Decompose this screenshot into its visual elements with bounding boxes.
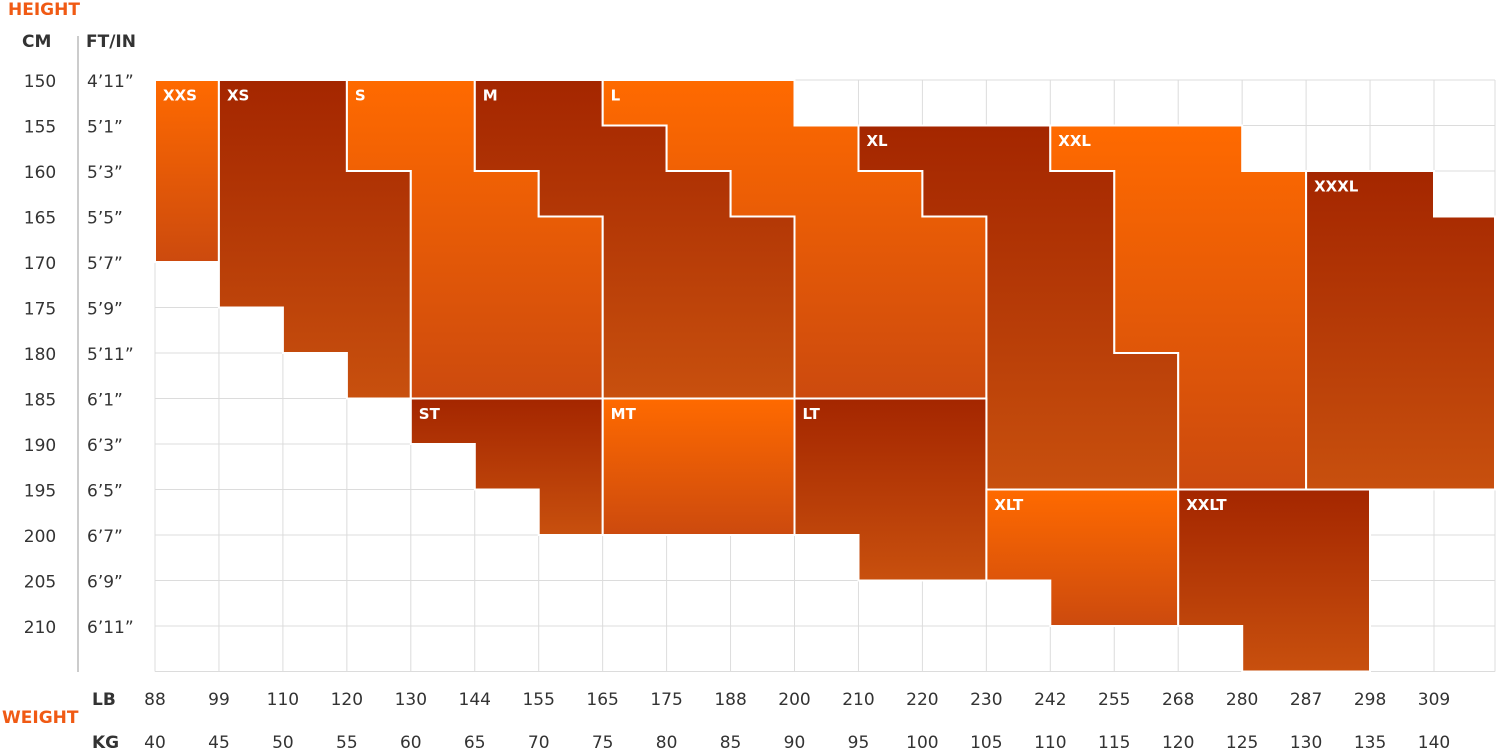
size-label: XLT <box>994 496 1024 514</box>
cm-label: 175 <box>24 300 56 320</box>
lb-label: 210 <box>842 690 874 710</box>
size-regions: XXS XS S M L XL XXL XXXL ST MT LT XLT XXLT <box>154 79 1496 673</box>
cm-label: 155 <box>24 118 56 138</box>
lb-label: 99 <box>208 690 230 710</box>
labels: HEIGHT CM FT/IN WEIGHT LB KG 150 4’11” 155… <box>2 0 1450 753</box>
size-label: L <box>611 87 621 105</box>
kg-label: 105 <box>970 733 1002 753</box>
size-region <box>154 79 220 263</box>
lb-header: LB <box>92 690 116 710</box>
kg-label: 85 <box>720 733 742 753</box>
lb-label: 188 <box>714 690 746 710</box>
cm-label: 160 <box>24 163 56 183</box>
ftin-header: FT/IN <box>86 32 136 52</box>
ftin-label: 4’11” <box>87 72 134 92</box>
size-label: XXLT <box>1186 496 1227 514</box>
cm-label: 150 <box>24 72 56 92</box>
lb-label: 200 <box>778 690 810 710</box>
kg-header: KG <box>92 733 119 753</box>
lb-label: 120 <box>331 690 363 710</box>
lb-label: 309 <box>1418 690 1450 710</box>
ftin-label: 6’3” <box>87 436 123 456</box>
cm-header: CM <box>22 32 51 52</box>
kg-label: 115 <box>1098 733 1130 753</box>
kg-label: 45 <box>208 733 230 753</box>
ftin-label: 6’9” <box>87 573 123 593</box>
lb-label: 298 <box>1354 690 1386 710</box>
kg-label: 135 <box>1354 733 1386 753</box>
size-label: LT <box>803 405 821 423</box>
kg-label: 140 <box>1418 733 1450 753</box>
ftin-label: 6’7” <box>87 527 123 547</box>
size-label: XXL <box>1058 132 1091 150</box>
cm-label: 185 <box>24 391 56 411</box>
cm-label: 190 <box>24 436 56 456</box>
lb-label: 230 <box>970 690 1002 710</box>
cm-label: 170 <box>24 254 56 274</box>
kg-label: 110 <box>1034 733 1066 753</box>
kg-label: 55 <box>336 733 358 753</box>
size-label: MT <box>611 405 637 423</box>
cm-label: 200 <box>24 527 56 547</box>
ftin-label: 6’1” <box>87 391 123 411</box>
size-label: ST <box>419 405 441 423</box>
kg-label: 70 <box>528 733 550 753</box>
ftin-label: 5’3” <box>87 163 123 183</box>
lb-label: 175 <box>650 690 682 710</box>
lb-label: 220 <box>906 690 938 710</box>
kg-label: 125 <box>1226 733 1258 753</box>
size-label: XL <box>866 132 888 150</box>
size-region <box>217 79 412 400</box>
lb-label: 165 <box>586 690 618 710</box>
kg-label: 95 <box>848 733 870 753</box>
cm-label: 205 <box>24 573 56 593</box>
kg-label: 75 <box>592 733 614 753</box>
size-label: XS <box>227 87 249 105</box>
cm-label: 210 <box>24 618 56 638</box>
cm-label: 180 <box>24 345 56 365</box>
lb-label: 268 <box>1162 690 1194 710</box>
size-region <box>1177 488 1371 673</box>
kg-label: 40 <box>144 733 166 753</box>
lb-label: 242 <box>1034 690 1066 710</box>
ftin-label: 5’9” <box>87 300 123 320</box>
lb-label: 110 <box>267 690 299 710</box>
ftin-label: 5’7” <box>87 254 123 274</box>
ftin-label: 5’1” <box>87 118 123 138</box>
size-label: S <box>355 87 366 105</box>
kg-label: 100 <box>906 733 938 753</box>
kg-label: 65 <box>464 733 486 753</box>
size-region <box>985 488 1180 627</box>
size-label: XXS <box>163 87 197 105</box>
lb-label: 287 <box>1290 690 1322 710</box>
size-region <box>409 397 604 536</box>
kg-label: 60 <box>400 733 422 753</box>
kg-label: 90 <box>784 733 806 753</box>
ftin-label: 6’11” <box>87 618 134 638</box>
cm-label: 165 <box>24 209 56 229</box>
kg-label: 120 <box>1162 733 1194 753</box>
cm-label: 195 <box>24 482 56 502</box>
lb-label: 280 <box>1226 690 1258 710</box>
size-region <box>793 397 988 582</box>
kg-label: 80 <box>656 733 678 753</box>
ftin-label: 5’5” <box>87 209 123 229</box>
lb-label: 88 <box>144 690 166 710</box>
size-region <box>1305 170 1496 491</box>
height-title: HEIGHT <box>8 0 80 20</box>
kg-label: 130 <box>1290 733 1322 753</box>
lb-label: 255 <box>1098 690 1130 710</box>
size-label: XXXL <box>1314 178 1359 196</box>
lb-label: 130 <box>395 690 427 710</box>
size-label: M <box>483 87 498 105</box>
lb-label: 155 <box>522 690 554 710</box>
kg-label: 50 <box>272 733 294 753</box>
ftin-label: 5’11” <box>87 345 134 365</box>
weight-title: WEIGHT <box>2 708 79 728</box>
ftin-label: 6’5” <box>87 482 123 502</box>
lb-label: 144 <box>459 690 491 710</box>
